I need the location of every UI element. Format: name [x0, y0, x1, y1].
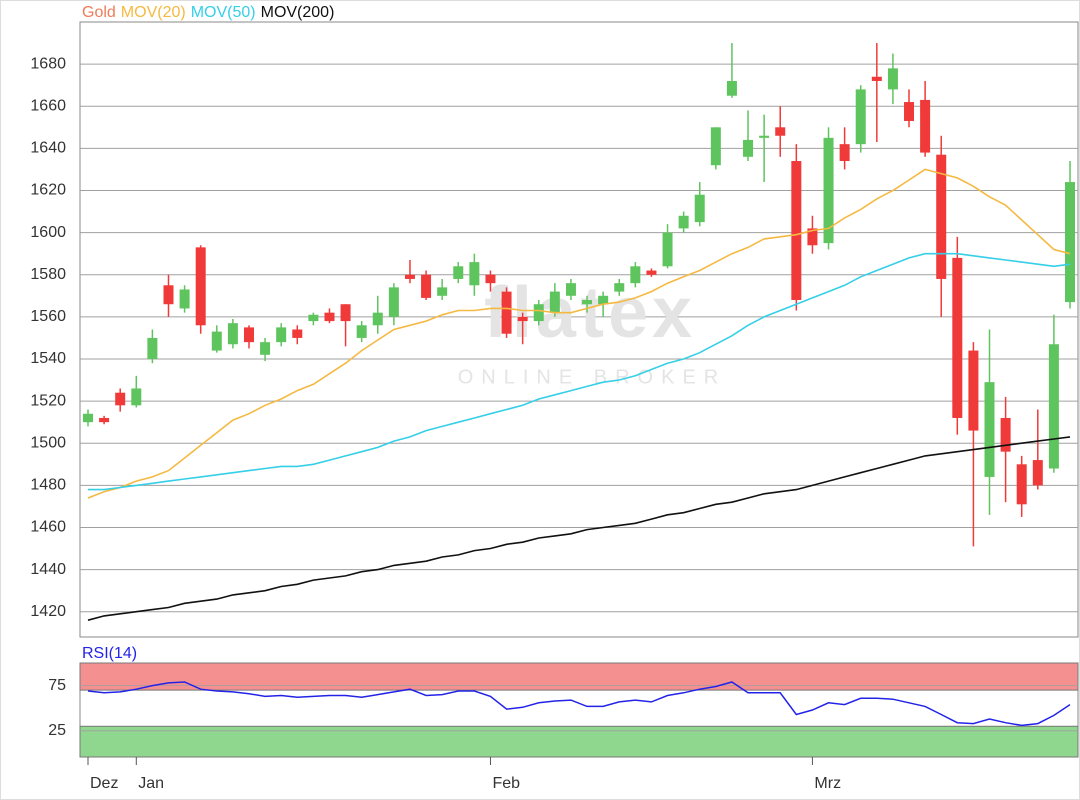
y-tick-label: 1500 [30, 434, 66, 451]
y-tick-label: 1660 [30, 97, 66, 114]
moving-average-line [87, 168, 1071, 499]
y-tick-label: 1520 [30, 392, 66, 409]
candle-body [646, 270, 657, 275]
candle-body [340, 304, 351, 322]
candle-body [775, 127, 786, 136]
x-tick-label: Dez [90, 775, 118, 792]
candle-body [115, 392, 126, 406]
y-tick-label: 1620 [30, 182, 66, 199]
watermark: flatex [484, 273, 696, 353]
y-tick-label: 75 [48, 677, 66, 694]
candle-body [662, 232, 673, 267]
candle-body [823, 137, 834, 244]
x-tick-label: Feb [492, 775, 520, 792]
candle-body [1048, 344, 1059, 469]
candle-body [147, 337, 158, 359]
candle-body [260, 342, 271, 355]
candle-body [195, 247, 206, 326]
candle-body [855, 89, 866, 145]
candle-body [501, 291, 512, 334]
candle-body [1065, 182, 1075, 303]
candle-body [726, 80, 737, 96]
candle-body [839, 144, 850, 162]
candle-body [421, 274, 432, 298]
candle-body [582, 300, 593, 305]
candle-body [276, 327, 287, 343]
candle-body [227, 323, 238, 345]
candle-body [308, 314, 319, 322]
candle-body [1000, 417, 1011, 452]
candle-body [984, 382, 995, 477]
candle-body [99, 417, 110, 423]
y-tick-label: 1540 [30, 350, 66, 367]
y-tick-label: 1440 [30, 561, 66, 578]
candle-body [292, 329, 303, 338]
x-tick-label: Mrz [814, 775, 841, 792]
y-tick-label: 1480 [30, 477, 66, 494]
rsi-line [87, 681, 1071, 727]
candle-body [453, 266, 464, 279]
legend-entry: MOV(50) [191, 4, 256, 21]
candle-body [1016, 464, 1027, 505]
y-tick-label: 1460 [30, 519, 66, 536]
candle-body [549, 291, 560, 313]
rsi-band [79, 725, 1079, 758]
candle-body [598, 295, 609, 305]
candle-body [630, 266, 641, 284]
rsi-band [79, 662, 1079, 691]
candle-body [131, 388, 142, 406]
legend-entry: Gold [82, 4, 116, 21]
watermark-subtitle: ONLINE BROKER [458, 366, 726, 388]
y-tick-label: 1580 [30, 266, 66, 283]
legend-entry: MOV(200) [261, 4, 335, 21]
rsi-title: RSI(14) [82, 645, 137, 662]
candle-body [968, 350, 979, 431]
candle-body [807, 228, 818, 246]
candle-body [952, 257, 963, 418]
candle-body [936, 154, 947, 279]
candle-body [614, 283, 625, 292]
candle-body [243, 327, 254, 343]
candle-body [485, 274, 496, 284]
candle-body [710, 127, 721, 166]
candle-body [388, 287, 399, 317]
y-tick-label: 1560 [30, 308, 66, 325]
x-tick-label: Jan [138, 775, 164, 792]
candle-body [404, 274, 415, 279]
candle-body [517, 316, 528, 322]
y-tick-label: 1420 [30, 603, 66, 620]
candle-body [743, 139, 754, 157]
candle-body [759, 135, 770, 138]
candle-body [356, 325, 367, 338]
candle-body [678, 215, 689, 229]
y-tick-label: 1600 [30, 224, 66, 241]
y-tick-label: 1640 [30, 140, 66, 157]
candle-body [469, 262, 480, 286]
candle-body [791, 161, 802, 301]
candle-body [324, 312, 335, 322]
moving-average-line [87, 436, 1071, 621]
candle-body [372, 312, 383, 326]
candle-body [694, 194, 705, 223]
moving-average-line [88, 252, 1071, 491]
candle-body [163, 285, 174, 305]
y-tick-label: 1680 [30, 55, 66, 72]
legend-entry: MOV(20) [121, 4, 186, 21]
candle-body [211, 331, 222, 351]
y-tick-label: 25 [48, 722, 66, 739]
candle-body [437, 287, 448, 296]
candle-body [179, 289, 190, 309]
candle-body [83, 413, 93, 423]
candle-body [904, 102, 915, 121]
candle-body [565, 283, 576, 296]
candle-body [920, 99, 931, 153]
candle-body [871, 76, 882, 81]
candle-body [533, 304, 544, 322]
candle-body [887, 68, 898, 90]
candle-body [1032, 460, 1043, 486]
